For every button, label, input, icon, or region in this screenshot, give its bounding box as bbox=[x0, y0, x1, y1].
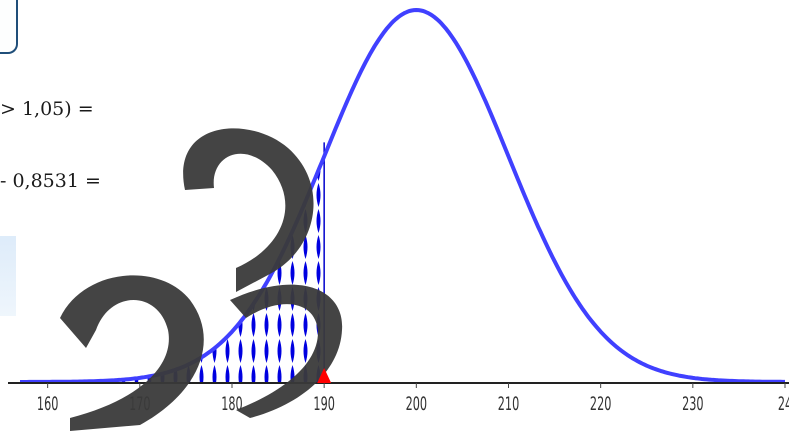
side-watermark-decoration bbox=[0, 236, 16, 316]
x-tick-label: 210 bbox=[498, 393, 519, 415]
normal-curve-line bbox=[20, 8, 785, 384]
probability-formula-line-1: > 1,05) = bbox=[0, 98, 94, 120]
x-tick-label: 24 bbox=[778, 393, 789, 415]
red-triangle-marker bbox=[317, 368, 332, 383]
watermark-swirl-shape bbox=[60, 275, 204, 431]
probability-formula-line-2: - 0,8531 = bbox=[0, 170, 101, 192]
watermark-swirl-shape bbox=[230, 284, 343, 418]
x-tick-label: 190 bbox=[313, 393, 334, 415]
corner-frame-decoration bbox=[0, 0, 18, 54]
shaded-area bbox=[47, 156, 325, 382]
x-tick-label: 180 bbox=[221, 393, 242, 415]
x-tick-label: 230 bbox=[682, 393, 703, 415]
x-tick-label: 160 bbox=[37, 393, 58, 415]
watermark-swirl-shape bbox=[183, 128, 314, 292]
x-tick-label: 220 bbox=[590, 393, 611, 415]
x-tick-label: 200 bbox=[406, 393, 427, 415]
